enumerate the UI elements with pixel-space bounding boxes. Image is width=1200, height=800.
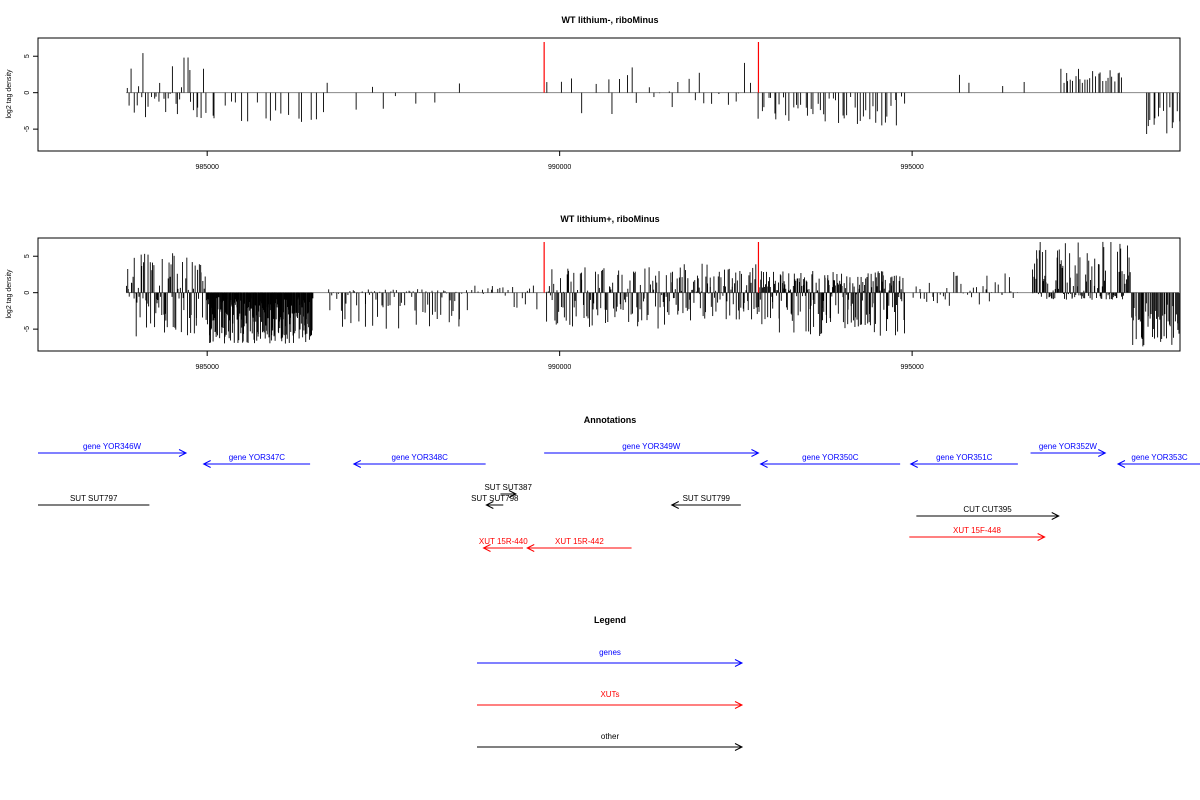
feature-label: SUT SUT798 xyxy=(471,494,519,503)
feature-arrow: CUT CUT395 xyxy=(916,505,1060,520)
y-tick-label: 5 xyxy=(24,54,31,58)
arrow-head xyxy=(759,460,768,468)
feature-arrow: SUT SUT798 xyxy=(471,494,519,509)
legend-title: Legend xyxy=(594,615,626,625)
y-tick-label: -5 xyxy=(24,126,31,132)
feature-label: gene YOR352W xyxy=(1039,442,1098,451)
y-axis-label: log2 tag density xyxy=(6,269,13,319)
arrow-head xyxy=(202,460,211,468)
legend-label: genes xyxy=(599,648,621,657)
feature-label: SUT SUT797 xyxy=(70,494,118,503)
feature-label: XUT 15R-442 xyxy=(555,537,604,546)
x-tick-label: 990000 xyxy=(548,164,571,171)
boundary-markers xyxy=(543,42,760,93)
arrow-head xyxy=(751,449,760,457)
density-panel-lithium-minus: WT lithium-, riboMinus log2 tag density … xyxy=(6,15,1181,171)
feature-arrow: gene YOR352W xyxy=(1030,442,1107,457)
x-tick-label: 995000 xyxy=(900,364,923,371)
feature-arrow: SUT SUT797 xyxy=(38,494,150,506)
feature-arrow: XUT 15R-442 xyxy=(526,537,632,552)
arrow-head xyxy=(526,544,535,552)
feature-arrow: gene YOR346W xyxy=(38,442,188,457)
feature-arrow: SUT SUT799 xyxy=(670,494,741,509)
legend-panel: Legend genes XUTs other xyxy=(477,615,744,751)
legend-item: XUTs xyxy=(477,690,744,709)
feature-label: gene YOR347C xyxy=(229,453,286,462)
y-axis-label: log2 tag density xyxy=(6,69,13,119)
x-tick-label: 995000 xyxy=(900,164,923,171)
arrow-head xyxy=(670,501,679,509)
feature-arrow: gene YOR347C xyxy=(202,453,311,468)
feature-label: SUT SUT799 xyxy=(683,494,731,503)
y-tick-label: 0 xyxy=(24,91,31,95)
legend-item: other xyxy=(477,732,744,751)
arrow-head xyxy=(734,701,744,709)
x-tick-label: 985000 xyxy=(196,164,219,171)
legend-label: other xyxy=(601,732,620,741)
feature-label: gene YOR349W xyxy=(622,442,681,451)
feature-arrow: gene YOR349W xyxy=(544,442,760,457)
feature-arrow: SUT SUT387 xyxy=(484,483,532,498)
arrow-head xyxy=(178,449,188,457)
arrow-head xyxy=(909,460,918,468)
density-bars xyxy=(126,53,1181,134)
arrow-head xyxy=(1037,533,1046,541)
arrow-head xyxy=(482,544,491,552)
feature-arrow: gene YOR350C xyxy=(759,453,901,468)
feature-label: CUT CUT395 xyxy=(963,505,1012,514)
density-panel-lithium-plus: WT lithium+, riboMinus log2 tag density … xyxy=(6,214,1181,371)
feature-arrow: XUT 15F-448 xyxy=(909,526,1046,541)
arrow-head xyxy=(1098,449,1107,457)
feature-arrow: XUT 15R-440 xyxy=(479,537,528,552)
boundary-markers xyxy=(543,242,760,293)
legend-item: genes xyxy=(477,648,744,667)
x-tick-label: 990000 xyxy=(548,364,571,371)
arrow-head xyxy=(734,743,744,751)
panel-title: WT lithium-, riboMinus xyxy=(562,15,659,25)
arrow-head xyxy=(352,460,362,468)
panel-title: WT lithium+, riboMinus xyxy=(560,214,659,224)
y-tick-label: 0 xyxy=(24,291,31,295)
y-tick-label: -5 xyxy=(24,326,31,332)
arrow-head xyxy=(734,659,744,667)
feature-label: gene YOR346W xyxy=(83,442,142,451)
arrow-head xyxy=(508,490,518,498)
feature-label: SUT SUT387 xyxy=(484,483,532,492)
plot-frame xyxy=(37,237,1181,352)
arrow-head xyxy=(1051,512,1060,520)
x-tick-label: 985000 xyxy=(196,364,219,371)
arrow-head xyxy=(1116,460,1126,468)
legend-label: XUTs xyxy=(600,690,619,699)
feature-label: gene YOR350C xyxy=(802,453,859,462)
feature-arrow: gene YOR353C xyxy=(1116,453,1200,468)
density-bars xyxy=(126,241,1180,347)
feature-arrow: gene YOR351C xyxy=(909,453,1018,468)
plot-frame xyxy=(37,37,1181,152)
y-tick-label: 5 xyxy=(24,254,31,258)
feature-arrow: gene YOR348C xyxy=(352,453,486,468)
feature-arrows: gene YOR346W gene YOR347C gene YOR348C gene… xyxy=(38,442,1200,552)
arrow-head xyxy=(485,501,494,509)
legend-items: genes XUTs other xyxy=(477,648,744,751)
feature-label: XUT 15F-448 xyxy=(953,526,1001,535)
feature-label: gene YOR351C xyxy=(936,453,993,462)
feature-label: XUT 15R-440 xyxy=(479,537,528,546)
annotations-title: Annotations xyxy=(584,415,637,425)
feature-label: gene YOR348C xyxy=(392,453,449,462)
feature-label: gene YOR353C xyxy=(1131,453,1188,462)
